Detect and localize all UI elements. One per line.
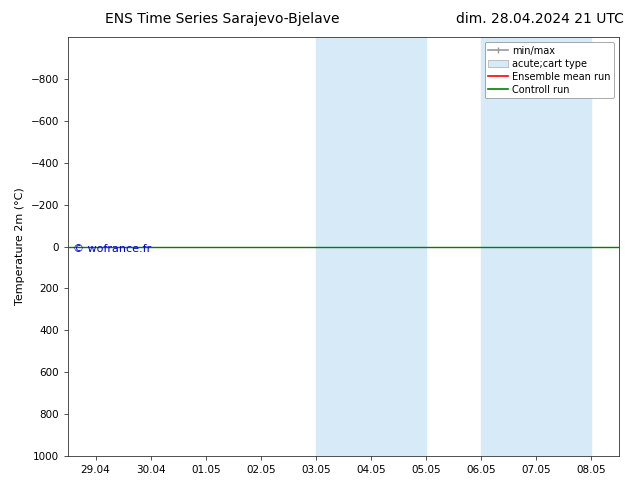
Bar [316,37,371,456]
Bar [481,37,536,456]
Y-axis label: Temperature 2m (°C): Temperature 2m (°C) [15,188,25,305]
Text: dim. 28.04.2024 21 UTC: dim. 28.04.2024 21 UTC [456,12,624,26]
Bar [536,37,592,456]
Bar [371,37,426,456]
Text: © wofrance.fr: © wofrance.fr [74,245,152,254]
Legend: min/max, acute;cart type, Ensemble mean run, Controll run: min/max, acute;cart type, Ensemble mean … [484,42,614,98]
Text: ENS Time Series Sarajevo-Bjelave: ENS Time Series Sarajevo-Bjelave [105,12,339,26]
